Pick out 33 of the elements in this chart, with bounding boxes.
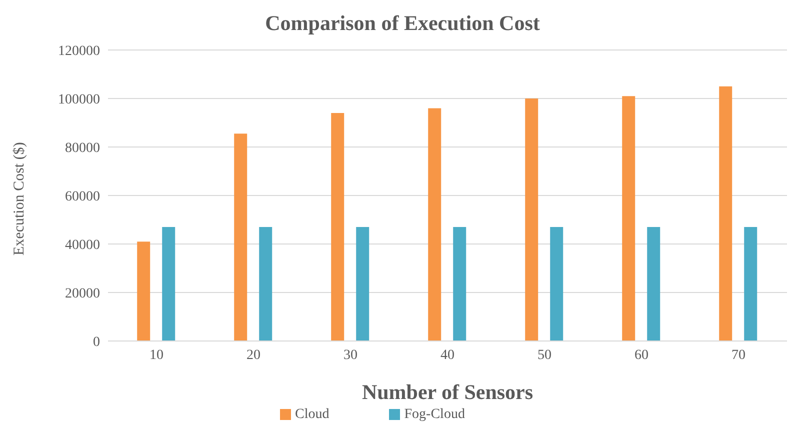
bar: [647, 227, 660, 341]
legend-label: Cloud: [295, 407, 330, 422]
x-tick-label: 20: [246, 348, 260, 363]
bar: [331, 113, 344, 341]
y-axis-title: Execution Cost ($): [11, 142, 28, 256]
legend-label: Fog-Cloud: [404, 407, 465, 422]
x-tick-label: 30: [344, 348, 358, 363]
y-tick-label: 20000: [65, 286, 100, 302]
bar: [356, 227, 370, 341]
x-tick-label: 50: [538, 348, 552, 363]
bar: [234, 134, 248, 341]
bar: [525, 98, 538, 341]
chart-title: Comparison of Execution Cost: [264, 10, 541, 37]
x-tick-label: 40: [440, 348, 454, 363]
bar: [259, 227, 272, 341]
x-tick-label: 60: [634, 348, 648, 363]
y-tick-label: 0: [93, 334, 100, 350]
x-tick-label: 70: [732, 348, 746, 363]
bar: [744, 227, 758, 341]
y-tick-label: 60000: [65, 189, 100, 204]
x-tick-label: 10: [150, 348, 164, 363]
bar: [137, 242, 150, 341]
x-axis-title: Number of Sensors: [362, 380, 534, 404]
y-tick-label: 40000: [65, 238, 100, 253]
bar: [453, 227, 466, 341]
y-tick-label: 100000: [58, 92, 100, 108]
bar: [162, 227, 176, 341]
bar: [428, 108, 442, 341]
bar: [550, 227, 564, 341]
y-tick-label: 120000: [58, 44, 100, 59]
y-tick-label: 80000: [65, 140, 100, 156]
bar: [622, 96, 636, 341]
bar: [719, 86, 732, 341]
